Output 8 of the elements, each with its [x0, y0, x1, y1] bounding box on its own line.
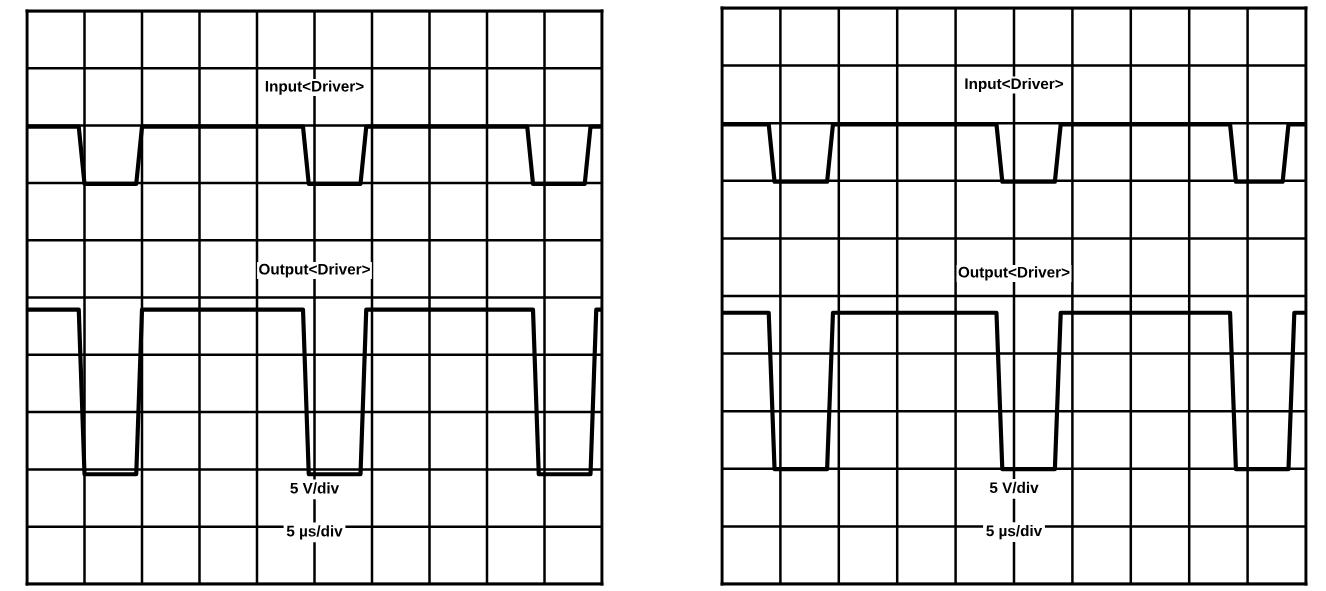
- annotation: 5 V/div: [290, 482, 340, 494]
- annotation: 5 µs/div: [286, 525, 343, 540]
- annotation: 5 µs/div: [986, 525, 1043, 540]
- text: Output<Driver>: [259, 263, 370, 278]
- text: Output<Driver>: [958, 266, 1070, 281]
- annotation: 5 V/div: [989, 481, 1039, 494]
- text: Input<Driver>: [265, 80, 364, 95]
- text: Input<Driver>: [965, 77, 1064, 93]
